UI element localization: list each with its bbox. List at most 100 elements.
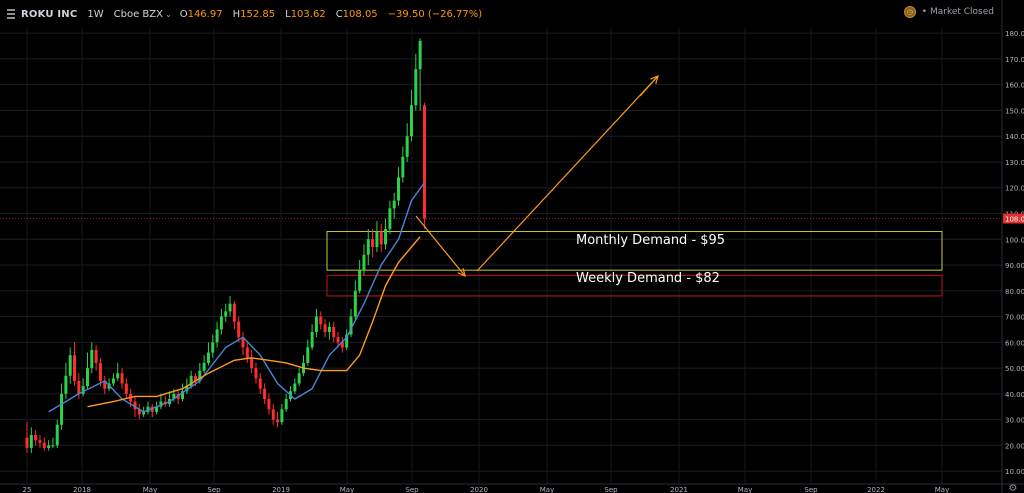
candle-body — [327, 326, 331, 332]
candle-body — [202, 362, 206, 371]
candle-body — [353, 290, 357, 317]
projection-arrows — [415, 74, 659, 278]
y-tick-label: 170.00 — [1005, 56, 1024, 64]
candle-body — [241, 337, 245, 348]
candle-body — [250, 357, 254, 369]
projection-arrow-line — [415, 215, 466, 277]
candle-body — [206, 352, 210, 363]
weekly-demand-label: Weekly Demand - $82 — [576, 271, 720, 286]
candle-body — [219, 316, 223, 330]
x-tick-label: Sep — [207, 486, 221, 493]
candle-body — [25, 437, 29, 448]
candle-body — [90, 350, 94, 369]
last-price-tag — [1003, 213, 1024, 224]
candle-body — [254, 368, 258, 379]
candle-body — [418, 40, 422, 70]
candle-body — [172, 393, 176, 399]
price-axis-bg — [1002, 0, 1024, 493]
y-tick-label: 40.00 — [1005, 391, 1024, 399]
candle-body — [77, 380, 81, 394]
chevron-down-icon[interactable]: ⌄ — [165, 9, 172, 19]
candle-body — [267, 398, 271, 410]
candle-body — [42, 442, 46, 448]
candle-body — [68, 355, 72, 376]
candle-body — [120, 373, 124, 384]
candle-body — [98, 362, 102, 381]
market-status: ◷ • Market Closed — [903, 6, 994, 18]
symbol-header: ROKU INC 1W Cboe BZX ⌄ O 146.97 H 152.85 L… — [0, 0, 482, 28]
candle-body — [340, 342, 344, 348]
candle-body — [142, 411, 146, 415]
gear-icon[interactable]: ⚙ — [1009, 483, 1018, 493]
price-axis[interactable]: 10.00 20.00 30.00 40.00 50.00 60.00 70.00 80.00… — [1001, 0, 1024, 493]
y-tick-label: 150.00 — [1005, 107, 1024, 115]
y-tick-label: 30.00 — [1005, 417, 1024, 425]
candle-body — [111, 378, 115, 384]
candle-body — [232, 303, 236, 322]
candle-body — [64, 375, 68, 394]
candle-body — [271, 409, 275, 420]
projection-arrow-line — [639, 75, 659, 97]
candle-body — [414, 69, 418, 106]
candle-body — [34, 435, 38, 441]
candle-body — [146, 406, 150, 412]
candle-body — [263, 388, 267, 399]
candle-body — [245, 347, 249, 358]
candle-body — [345, 334, 349, 348]
y-tick-label: 120.00 — [1005, 185, 1024, 193]
projection-arrow-line — [476, 75, 659, 272]
x-tick-label: May — [738, 486, 752, 493]
drag-grip-icon[interactable] — [7, 9, 15, 19]
candle-body — [133, 401, 137, 410]
high-value: 152.85 — [240, 8, 276, 20]
x-tick-label: May — [143, 486, 157, 493]
close-value: 108.05 — [342, 8, 378, 20]
candle-body — [137, 409, 141, 415]
candle-body — [422, 105, 426, 219]
candle-body — [401, 156, 405, 178]
candle-body — [124, 383, 128, 394]
candle-body — [211, 342, 215, 353]
moving-averages — [48, 182, 425, 413]
candle-body — [116, 373, 120, 379]
demand-zones — [0, 218, 1002, 297]
x-tick-label: 2021 — [670, 486, 688, 493]
candle-body — [319, 316, 323, 325]
candle-body — [228, 303, 232, 312]
candle-body — [159, 401, 163, 407]
close-label: C — [335, 8, 343, 20]
x-tick-label: 2019 — [272, 486, 290, 493]
candle-body — [366, 239, 370, 255]
candle-body — [310, 332, 314, 348]
symbol-name[interactable]: ROKU INC — [21, 8, 78, 20]
x-tick-label: 2020 — [470, 486, 488, 493]
clock-icon: ◷ — [903, 6, 916, 18]
arrow-head-icon — [650, 74, 659, 84]
candle-body — [181, 391, 185, 399]
candle-body — [384, 228, 388, 245]
candle-body — [38, 440, 42, 443]
x-tick-label: May — [540, 486, 554, 493]
exchange[interactable]: Cboe BZX — [113, 8, 163, 20]
open-label: O — [179, 8, 188, 20]
candle-body — [392, 200, 396, 209]
candle-body — [397, 177, 401, 201]
x-tick-label: May — [935, 486, 949, 493]
demand-zone-rect — [326, 274, 943, 297]
high-label: H — [232, 8, 241, 20]
y-tick-label: 160.00 — [1005, 82, 1024, 90]
candle-body — [284, 398, 288, 410]
y-tick-label: 140.00 — [1005, 133, 1024, 141]
y-tick-label: 60.00 — [1005, 339, 1024, 347]
candlestick-series — [25, 38, 426, 454]
candle-body — [349, 316, 353, 335]
candle-body — [198, 370, 202, 381]
x-tick-label: Sep — [604, 486, 618, 493]
interval[interactable]: 1W — [87, 8, 104, 20]
candle-body — [94, 350, 98, 363]
candle-body — [362, 254, 366, 271]
time-axis[interactable]: 25 2018 May Sep 2019 May Sep 2020 May Sep 2021 May S… — [0, 483, 1024, 493]
y-tick-label: 70.00 — [1005, 314, 1024, 322]
candle-body — [47, 445, 51, 448]
